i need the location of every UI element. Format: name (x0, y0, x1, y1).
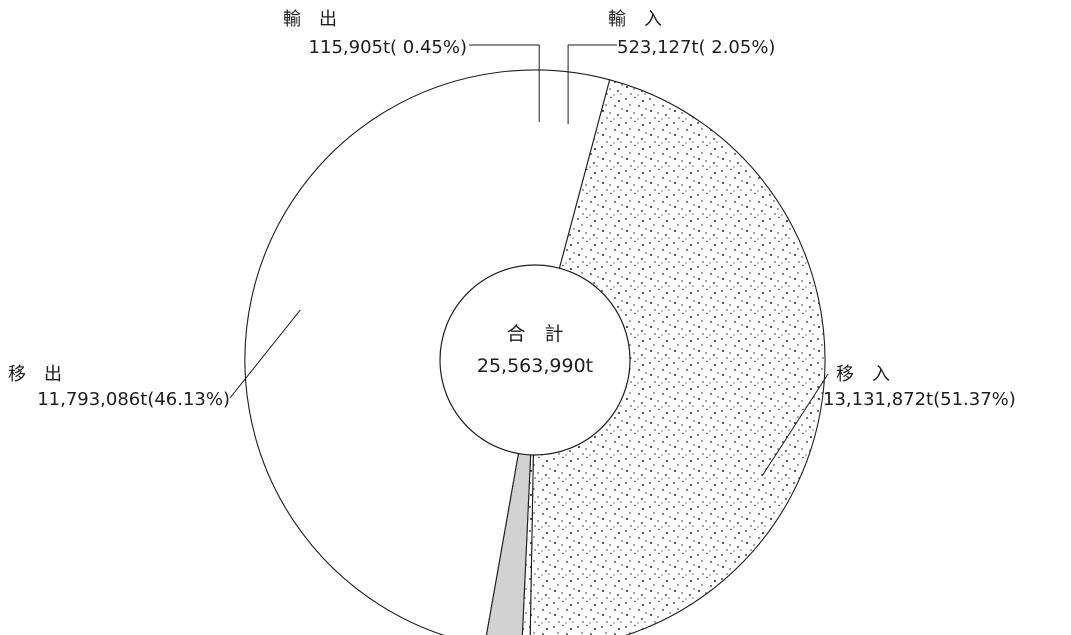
slice-move-in (244, 69, 611, 635)
slice-label-export: 輸 出 (283, 9, 337, 30)
slice-value-export: 115,905t( 0.45%) (309, 37, 467, 58)
slice-label-move-out: 移 出 (8, 364, 62, 385)
leader-line-export (469, 44, 540, 122)
center-hole (439, 264, 631, 456)
slices-layer (244, 69, 826, 635)
slice-label-move-in: 移 入 (836, 364, 890, 385)
slice-value-move-out: 11,793,086t(46.13%) (37, 389, 230, 410)
slice-move-out (529, 79, 826, 635)
leader-line-import (567, 44, 617, 125)
slice-labels: 移 入 13,131,872t(51.37%) 移 出 11,793,086t(46.… (8, 9, 1016, 410)
center-label: 合 計 (506, 323, 563, 345)
center-total: 合 計 25,563,990t (439, 264, 631, 456)
slice-import (485, 359, 536, 635)
leader-line-move-in (761, 373, 829, 477)
leader-lines (229, 44, 829, 477)
slice-value-import: 523,127t( 2.05%) (617, 37, 775, 58)
slice-value-move-in: 13,131,872t(51.37%) (823, 389, 1016, 410)
leader-line-move-out (229, 309, 301, 399)
slice-label-import: 輸 入 (608, 9, 662, 30)
center-total-value: 25,563,990t (477, 355, 593, 377)
